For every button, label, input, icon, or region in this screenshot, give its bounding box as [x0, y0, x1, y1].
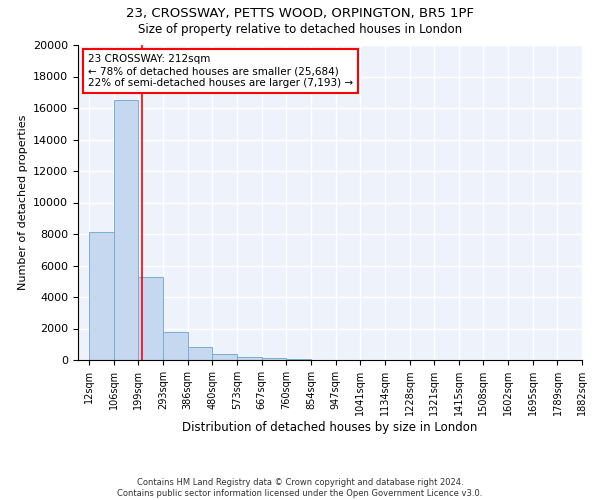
Text: 23 CROSSWAY: 212sqm
← 78% of detached houses are smaller (25,684)
22% of semi-de: 23 CROSSWAY: 212sqm ← 78% of detached ho…	[88, 54, 353, 88]
Bar	[188, 348, 212, 360]
Bar	[89, 232, 114, 360]
Bar	[114, 100, 139, 360]
Text: Size of property relative to detached houses in London: Size of property relative to detached ho…	[138, 22, 462, 36]
Bar	[262, 358, 286, 360]
Text: Contains HM Land Registry data © Crown copyright and database right 2024.
Contai: Contains HM Land Registry data © Crown c…	[118, 478, 482, 498]
Bar	[237, 357, 262, 360]
Text: 23, CROSSWAY, PETTS WOOD, ORPINGTON, BR5 1PF: 23, CROSSWAY, PETTS WOOD, ORPINGTON, BR5…	[126, 8, 474, 20]
Bar	[212, 354, 237, 360]
Bar	[163, 332, 188, 360]
Y-axis label: Number of detached properties: Number of detached properties	[17, 115, 28, 290]
Bar	[286, 358, 311, 360]
Bar	[139, 276, 163, 360]
X-axis label: Distribution of detached houses by size in London: Distribution of detached houses by size …	[182, 421, 478, 434]
